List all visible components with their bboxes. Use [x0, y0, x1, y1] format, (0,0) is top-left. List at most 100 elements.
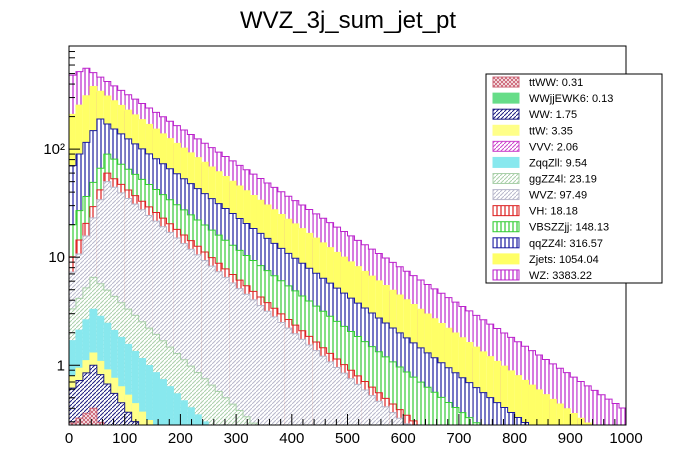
histogram-bar: [347, 378, 355, 425]
x-axis: 0 100 200 300 400 500 600 700 800 900 1000: [65, 414, 643, 447]
histogram-bar: [75, 418, 83, 425]
histogram-bar: [319, 356, 327, 425]
chart-title: WVZ_3j_sum_jet_pt: [240, 7, 456, 34]
histogram-bar: [458, 377, 466, 425]
histogram-bar: [438, 397, 445, 425]
histogram-bar: [486, 356, 494, 425]
histogram-bar: [194, 254, 202, 425]
legend-swatch: [492, 156, 520, 168]
histogram-bar: [173, 393, 181, 425]
histogram-bar: [591, 390, 599, 425]
histogram-bar: [382, 356, 390, 425]
histogram-bar: [444, 402, 452, 425]
histogram-bar: [82, 372, 90, 425]
histogram-bar: [577, 381, 585, 425]
histogram-bar: [570, 377, 578, 425]
histogram-bar: [194, 414, 202, 425]
histogram-bar: [354, 384, 362, 425]
histogram-bar: [159, 226, 167, 425]
histogram-bar: [229, 404, 237, 425]
histogram-bar: [493, 361, 501, 425]
histogram-bar: [528, 385, 536, 425]
legend-entry: ttW: 3.35: [529, 125, 573, 137]
histogram-bar: [368, 395, 376, 425]
histogram-bar: [124, 344, 132, 425]
histogram-bar: [187, 366, 195, 425]
histogram-bar: [222, 277, 230, 425]
legend-entry: qqZZ4l: 316.57: [529, 238, 603, 250]
histogram-bar: [479, 392, 487, 425]
histogram-bar: [507, 412, 515, 425]
histogram-bar: [69, 388, 76, 425]
legend-entry: ZqqZll: 9.54: [529, 157, 587, 169]
legend-swatch: [492, 76, 520, 88]
histogram-bar: [375, 401, 383, 425]
histogram-bar: [222, 397, 230, 425]
histogram-bar: [117, 337, 125, 425]
x-tick-label: 600: [391, 430, 416, 447]
legend-swatch: [492, 269, 520, 281]
histogram-bar: [605, 399, 613, 425]
x-tick-label: 500: [335, 430, 360, 447]
histogram-bar: [410, 420, 418, 425]
legend-swatch: [492, 92, 520, 104]
histogram-bar: [124, 412, 132, 425]
legend-swatch: [492, 221, 520, 233]
histogram-bar: [403, 423, 411, 425]
legend-entry: WZ: 3383.22: [529, 270, 592, 282]
histogram-bar: [514, 375, 522, 425]
histogram-bar: [180, 359, 188, 425]
legend-swatch: [492, 108, 520, 120]
x-tick-label: 100: [112, 430, 137, 447]
histogram-bar: [117, 402, 125, 425]
histogram-bar: [291, 333, 299, 425]
histogram-bar: [110, 330, 118, 425]
histogram-bar: [152, 221, 160, 425]
histogram-bar: [424, 387, 432, 425]
histogram-bar: [521, 422, 529, 425]
histogram-bar: [201, 378, 209, 425]
histogram-bar: [577, 418, 585, 425]
histogram-bar: [166, 347, 174, 425]
histogram-bar: [556, 368, 564, 425]
legend-entry: WWjjEWK6: 0.13: [529, 93, 613, 105]
histogram-bar: [472, 347, 480, 425]
histogram-bar: [243, 416, 251, 425]
histogram-bar: [403, 372, 411, 425]
histogram-bar: [479, 351, 487, 425]
histogram-bar: [598, 394, 606, 425]
histogram-bar: [549, 399, 557, 425]
histogram-bar: [465, 382, 473, 425]
series-outline: [69, 85, 626, 426]
histogram-bar: [152, 372, 160, 425]
histogram-bar: [277, 322, 285, 425]
legend-entry: ttWW: 0.31: [529, 77, 583, 89]
histogram-bar: [535, 389, 543, 425]
histogram-bar: [451, 372, 459, 425]
legend-entry: WW: 1.75: [529, 109, 577, 121]
histogram-bar: [500, 366, 508, 425]
histogram-bar: [368, 346, 376, 425]
histogram-bar: [173, 353, 181, 425]
histogram-bar: [131, 204, 139, 425]
legend-entry: VBSZZjj: 148.13: [529, 222, 609, 234]
histogram-bar: [431, 392, 439, 425]
histogram-bar: [270, 316, 278, 425]
histogram-bar: [521, 380, 529, 425]
legend-swatch: [492, 205, 520, 217]
histogram-bar: [542, 359, 550, 425]
y-axis: 1 10 10²: [43, 45, 80, 423]
histogram-bar: [208, 266, 216, 425]
histogram-bar: [396, 409, 404, 425]
histogram-bar: [563, 372, 571, 425]
histogram-bar: [180, 243, 188, 425]
histogram-bar: [173, 237, 181, 425]
y-tick-label: 1: [57, 357, 65, 374]
histogram-bar: [486, 397, 494, 425]
x-tick-label: 900: [558, 430, 583, 447]
histogram-bar: [89, 408, 97, 425]
series-outline: [69, 153, 626, 426]
x-tick-label: 1000: [609, 430, 642, 447]
y-tick-label: 10²: [43, 141, 65, 158]
histogram-bar: [305, 344, 313, 425]
